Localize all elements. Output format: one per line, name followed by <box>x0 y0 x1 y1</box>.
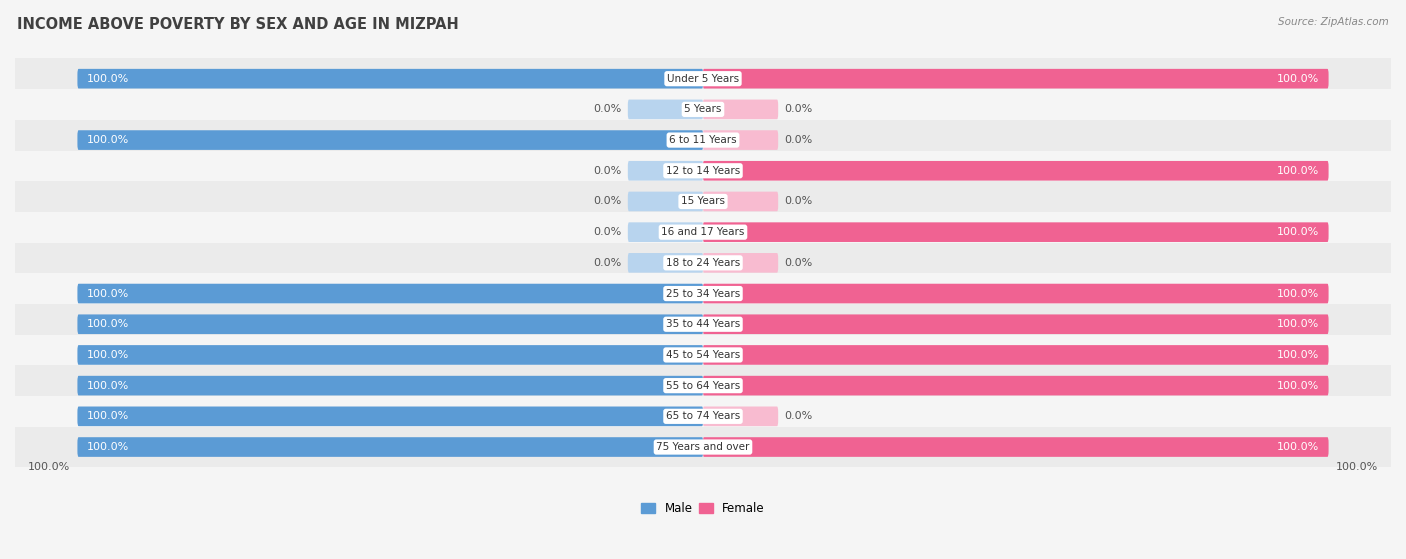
Bar <box>15 120 1391 160</box>
Text: 100.0%: 100.0% <box>28 462 70 472</box>
Text: 5 Years: 5 Years <box>685 105 721 115</box>
Text: 0.0%: 0.0% <box>785 196 813 206</box>
Text: 0.0%: 0.0% <box>785 258 813 268</box>
Bar <box>15 335 1391 375</box>
Bar <box>15 150 1391 191</box>
Bar <box>15 59 1391 99</box>
FancyBboxPatch shape <box>628 222 703 242</box>
FancyBboxPatch shape <box>703 345 1329 365</box>
FancyBboxPatch shape <box>77 376 703 395</box>
FancyBboxPatch shape <box>628 161 703 181</box>
FancyBboxPatch shape <box>703 406 778 426</box>
FancyBboxPatch shape <box>703 161 1329 181</box>
Text: 15 Years: 15 Years <box>681 196 725 206</box>
Text: 100.0%: 100.0% <box>1277 442 1319 452</box>
FancyBboxPatch shape <box>77 69 703 88</box>
Text: 0.0%: 0.0% <box>593 258 621 268</box>
FancyBboxPatch shape <box>77 284 703 304</box>
Text: 0.0%: 0.0% <box>785 105 813 115</box>
Text: INCOME ABOVE POVERTY BY SEX AND AGE IN MIZPAH: INCOME ABOVE POVERTY BY SEX AND AGE IN M… <box>17 17 458 32</box>
FancyBboxPatch shape <box>703 222 1329 242</box>
FancyBboxPatch shape <box>703 69 1329 88</box>
Text: 75 Years and over: 75 Years and over <box>657 442 749 452</box>
Text: 100.0%: 100.0% <box>1277 319 1319 329</box>
FancyBboxPatch shape <box>703 192 778 211</box>
Bar <box>15 89 1391 130</box>
Bar <box>15 273 1391 314</box>
FancyBboxPatch shape <box>628 192 703 211</box>
FancyBboxPatch shape <box>77 314 703 334</box>
Text: 35 to 44 Years: 35 to 44 Years <box>666 319 740 329</box>
FancyBboxPatch shape <box>703 100 778 119</box>
Text: 12 to 14 Years: 12 to 14 Years <box>666 166 740 176</box>
Legend: Male, Female: Male, Female <box>637 498 769 520</box>
Text: 18 to 24 Years: 18 to 24 Years <box>666 258 740 268</box>
Bar <box>15 181 1391 222</box>
Text: 100.0%: 100.0% <box>1277 350 1319 360</box>
FancyBboxPatch shape <box>628 100 703 119</box>
Text: 65 to 74 Years: 65 to 74 Years <box>666 411 740 421</box>
Text: 100.0%: 100.0% <box>1277 166 1319 176</box>
Bar <box>15 212 1391 253</box>
Bar <box>15 304 1391 344</box>
Bar <box>15 243 1391 283</box>
Text: 100.0%: 100.0% <box>87 135 129 145</box>
Text: 0.0%: 0.0% <box>593 196 621 206</box>
Text: 100.0%: 100.0% <box>87 288 129 299</box>
Text: 0.0%: 0.0% <box>593 166 621 176</box>
FancyBboxPatch shape <box>77 345 703 365</box>
Text: 0.0%: 0.0% <box>785 135 813 145</box>
FancyBboxPatch shape <box>77 437 703 457</box>
Text: 16 and 17 Years: 16 and 17 Years <box>661 227 745 237</box>
Text: 100.0%: 100.0% <box>87 442 129 452</box>
Text: 100.0%: 100.0% <box>87 74 129 84</box>
Text: Under 5 Years: Under 5 Years <box>666 74 740 84</box>
Bar <box>15 427 1391 467</box>
FancyBboxPatch shape <box>703 437 1329 457</box>
Text: 100.0%: 100.0% <box>1277 227 1319 237</box>
Text: 100.0%: 100.0% <box>1277 74 1319 84</box>
Text: 0.0%: 0.0% <box>785 411 813 421</box>
Text: 25 to 34 Years: 25 to 34 Years <box>666 288 740 299</box>
FancyBboxPatch shape <box>628 253 703 273</box>
FancyBboxPatch shape <box>77 406 703 426</box>
FancyBboxPatch shape <box>77 130 703 150</box>
Text: 45 to 54 Years: 45 to 54 Years <box>666 350 740 360</box>
Text: 0.0%: 0.0% <box>593 105 621 115</box>
Bar <box>15 366 1391 406</box>
Text: 100.0%: 100.0% <box>87 350 129 360</box>
FancyBboxPatch shape <box>703 253 778 273</box>
FancyBboxPatch shape <box>703 376 1329 395</box>
FancyBboxPatch shape <box>703 284 1329 304</box>
Text: 100.0%: 100.0% <box>87 381 129 391</box>
Text: Source: ZipAtlas.com: Source: ZipAtlas.com <box>1278 17 1389 27</box>
Text: 100.0%: 100.0% <box>1277 381 1319 391</box>
Text: 100.0%: 100.0% <box>87 411 129 421</box>
Text: 100.0%: 100.0% <box>1277 288 1319 299</box>
FancyBboxPatch shape <box>703 314 1329 334</box>
FancyBboxPatch shape <box>703 130 778 150</box>
Text: 100.0%: 100.0% <box>1336 462 1378 472</box>
Text: 100.0%: 100.0% <box>87 319 129 329</box>
Text: 55 to 64 Years: 55 to 64 Years <box>666 381 740 391</box>
Text: 6 to 11 Years: 6 to 11 Years <box>669 135 737 145</box>
Bar <box>15 396 1391 437</box>
Text: 0.0%: 0.0% <box>593 227 621 237</box>
